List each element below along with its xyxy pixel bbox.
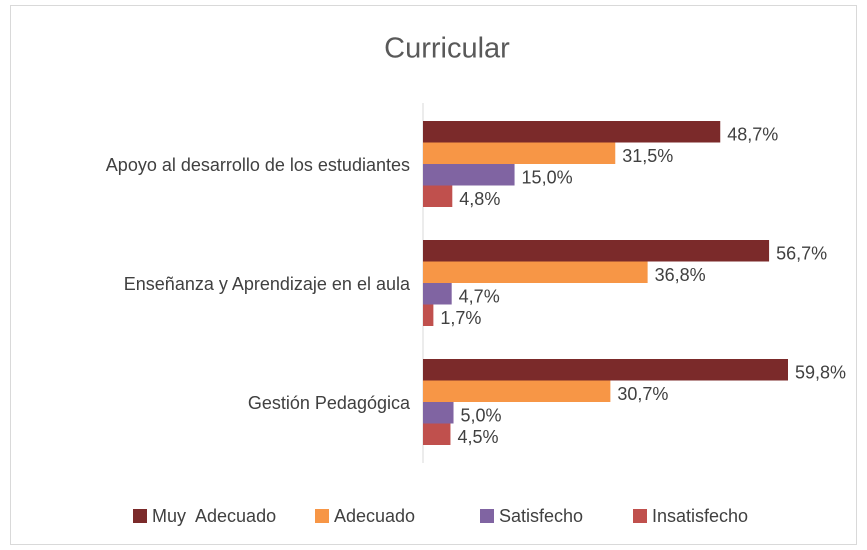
bar	[423, 402, 454, 424]
bar	[423, 380, 611, 402]
bar	[423, 185, 453, 207]
value-label: 30,7%	[617, 384, 668, 404]
value-label: 1,7%	[440, 308, 481, 328]
value-label: 59,8%	[795, 363, 846, 383]
bar	[423, 423, 451, 445]
bar	[423, 142, 616, 164]
legend-swatch	[633, 509, 647, 523]
category-label: Gestión Pedagógica	[248, 393, 411, 413]
category-label: Enseñanza y Aprendizaje en el aula	[124, 274, 411, 294]
bar	[423, 121, 721, 143]
value-label: 4,5%	[457, 427, 498, 447]
bar	[423, 240, 770, 262]
legend-swatch	[315, 509, 329, 523]
value-label: 4,8%	[459, 189, 500, 209]
chart-title: Curricular	[384, 33, 510, 65]
bar	[423, 359, 788, 381]
value-label: 56,7%	[776, 244, 827, 264]
bar	[423, 283, 452, 305]
legend-label: Adecuado	[334, 506, 415, 526]
value-label: 48,7%	[727, 125, 778, 145]
bar	[423, 261, 648, 283]
legend-label: Muy Adecuado	[152, 506, 276, 526]
value-label: 31,5%	[622, 146, 673, 166]
legend-label: Insatisfecho	[652, 506, 748, 526]
legend-swatch	[133, 509, 147, 523]
category-label: Apoyo al desarrollo de los estudiantes	[106, 155, 410, 175]
bar	[423, 164, 515, 186]
bar	[423, 304, 434, 326]
legend-label: Satisfecho	[499, 506, 583, 526]
value-label: 5,0%	[461, 406, 502, 426]
value-label: 15,0%	[522, 168, 573, 188]
legend-swatch	[480, 509, 494, 523]
value-label: 4,7%	[459, 287, 500, 307]
value-label: 36,8%	[655, 265, 706, 285]
